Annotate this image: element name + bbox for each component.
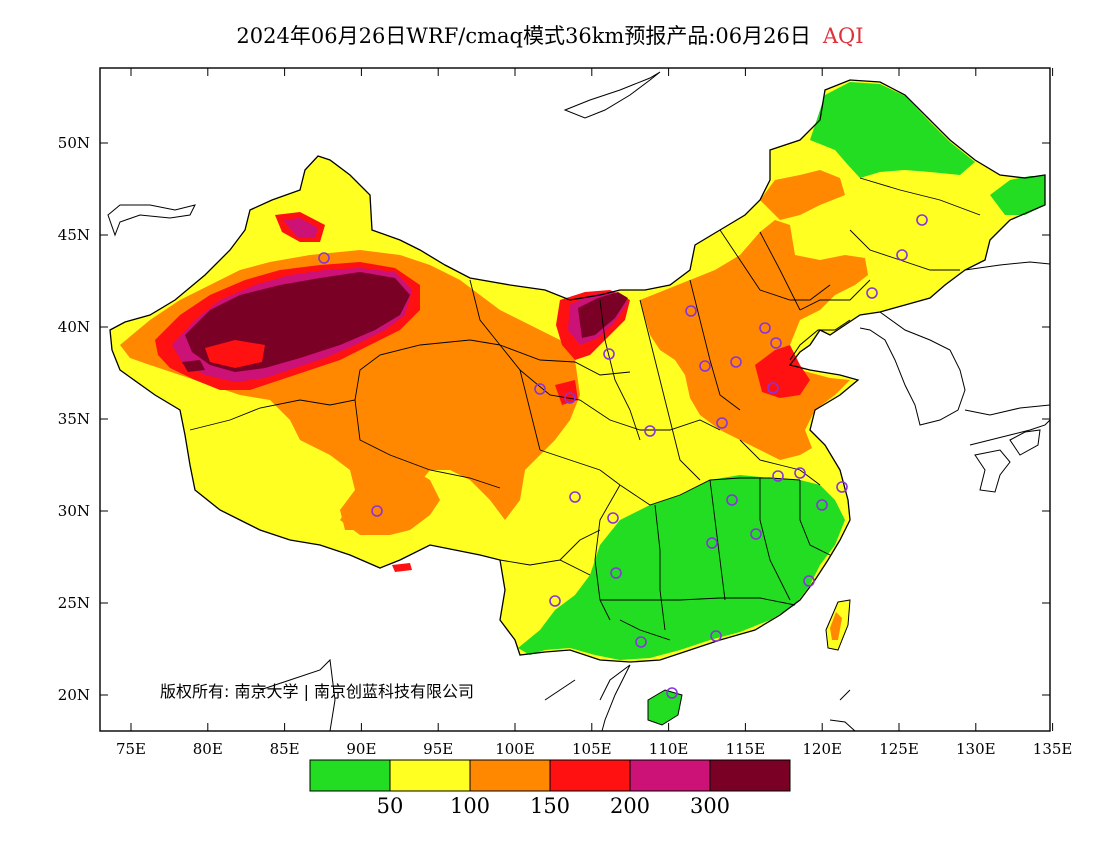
y-tick-label: 30N <box>58 502 90 520</box>
station-marker <box>896 249 908 261</box>
station-marker <box>770 337 782 349</box>
station-marker <box>564 392 576 404</box>
copyright-text: 版权所有: 南京大学 | 南京创蓝科技有限公司 <box>160 682 474 701</box>
hainan-island <box>647 689 683 726</box>
x-tick-label: 115E <box>726 740 766 758</box>
x-tick-label: 120E <box>802 740 842 758</box>
station-markers <box>318 214 928 699</box>
aqi-zone-100-150-north-china <box>640 220 868 460</box>
station-marker <box>635 636 647 648</box>
aqi-zone-0-50-south <box>518 475 845 660</box>
aqi-zone-0-50-heilongjiang-east <box>990 176 1045 215</box>
aqi-zone-150-200-hotspot-3 <box>392 563 412 572</box>
legend-label: 300 <box>690 794 730 818</box>
legend-swatch <box>309 759 391 792</box>
y-axis: 50N 45N 40N 35N 30N 25N 20N <box>58 134 1050 704</box>
station-marker <box>726 494 738 506</box>
legend-label: 150 <box>530 794 570 818</box>
aqi-zone-300-up-ningxia <box>578 292 628 338</box>
x-tick-label: 105E <box>572 740 612 758</box>
x-tick-label: 125E <box>879 740 919 758</box>
station-marker <box>767 382 779 394</box>
legend-swatch <box>629 759 711 792</box>
y-tick-label: 50N <box>58 134 90 152</box>
x-tick-label: 75E <box>116 740 146 758</box>
station-marker <box>772 470 784 482</box>
station-marker <box>816 499 828 511</box>
legend-label: 100 <box>450 794 490 818</box>
station-marker <box>794 467 806 479</box>
map-frame <box>99 67 1051 732</box>
title-main: 2024年06月26日WRF/cmaq模式36km预报产品:06月26日 <box>236 24 811 48</box>
legend-swatch <box>469 759 551 792</box>
station-marker <box>371 505 383 517</box>
aqi-zone-200-300-hotspot <box>283 218 318 238</box>
y-tick-label: 40N <box>58 318 90 336</box>
station-marker <box>699 360 711 372</box>
station-marker <box>866 287 878 299</box>
station-marker <box>730 356 742 368</box>
station-marker <box>603 348 615 360</box>
province-boundaries <box>189 177 981 641</box>
station-marker <box>803 575 815 587</box>
x-tick-label: 80E <box>193 740 223 758</box>
station-marker <box>607 512 619 524</box>
map-title: 2024年06月26日WRF/cmaq模式36km预报产品:06月26日 AQI <box>0 20 1100 52</box>
x-tick-label: 110E <box>649 740 689 758</box>
station-marker <box>759 322 771 334</box>
station-marker <box>610 567 622 579</box>
station-marker <box>534 383 546 395</box>
x-tick-label: 90E <box>346 740 376 758</box>
station-marker <box>706 537 718 549</box>
map-plot-area: 版权所有: 南京大学 | 南京创蓝科技有限公司 <box>100 68 1050 731</box>
x-tick-label: 130E <box>956 740 996 758</box>
legend-label: 50 <box>377 794 404 818</box>
aqi-zone-0-50-northeast <box>810 82 975 178</box>
taiwan-orange <box>830 612 842 640</box>
legend-label: 200 <box>610 794 650 818</box>
legend-swatch <box>389 759 471 792</box>
y-tick-label: 35N <box>58 410 90 428</box>
legend-swatch <box>709 759 791 792</box>
aqi-zone-150-200-inner <box>205 340 265 368</box>
station-marker <box>685 305 697 317</box>
title-variable: AQI <box>822 24 864 48</box>
x-tick-label: 95E <box>423 740 453 758</box>
aqi-zone-100-150-northeast <box>760 170 845 220</box>
station-marker <box>569 491 581 503</box>
legend-swatch <box>549 759 631 792</box>
station-marker <box>916 214 928 226</box>
aqi-zone-100-150-tibet <box>340 465 440 535</box>
x-tick-label: 85E <box>270 740 300 758</box>
station-marker <box>836 481 848 493</box>
x-tick-label: 135E <box>1033 740 1073 758</box>
station-marker <box>710 630 722 642</box>
station-marker <box>716 417 728 429</box>
y-tick-label: 25N <box>58 594 90 612</box>
x-tick-label: 100E <box>495 740 535 758</box>
station-marker <box>750 528 762 540</box>
y-tick-label: 20N <box>58 686 90 704</box>
station-marker <box>666 687 678 699</box>
station-marker <box>318 252 330 264</box>
y-tick-label: 45N <box>58 226 90 244</box>
station-marker <box>644 425 656 437</box>
neighbour-coastlines <box>107 71 1050 731</box>
x-axis: 75E 80E 85E 90E 95E 100E 105E 110E 115E 120E 125E 1… <box>116 68 1072 758</box>
aqi-zone-300-up-spot <box>182 360 205 372</box>
station-marker <box>549 595 561 607</box>
aqi-legend: 50 100 150 200 300 <box>309 759 791 818</box>
